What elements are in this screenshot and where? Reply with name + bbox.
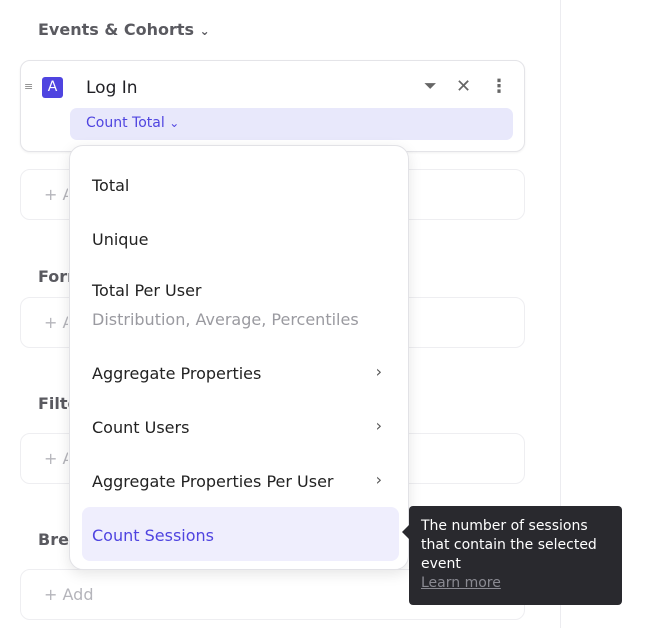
- section-formula: Formula: [38, 267, 69, 286]
- measure-menu: Total Unique Total Per User Distribution…: [69, 145, 409, 570]
- chevron-down-icon: ⌄: [169, 116, 180, 130]
- filter-icon[interactable]: ⏷: [424, 76, 437, 95]
- tooltip: The number of sessions that contain the …: [402, 506, 622, 605]
- chevron-right-icon: ›: [375, 416, 382, 435]
- chevron-down-icon: ⌄: [199, 24, 210, 38]
- menu-item-unique[interactable]: Unique: [92, 230, 149, 249]
- menu-item-total-per-user[interactable]: Total Per User: [92, 281, 202, 300]
- menu-item-count-users[interactable]: Count Users: [92, 418, 190, 437]
- drag-handle-icon[interactable]: ≡: [24, 80, 34, 93]
- menu-item-total[interactable]: Total: [92, 176, 130, 195]
- chevron-right-icon: ›: [375, 470, 382, 489]
- event-letter-badge: A: [42, 77, 63, 98]
- add-filter-button[interactable]: + Add: [44, 449, 68, 468]
- menu-item-aggregate-properties-per-user[interactable]: Aggregate Properties Per User: [92, 472, 334, 491]
- more-options-icon[interactable]: ⋮: [490, 76, 508, 97]
- close-icon[interactable]: ✕: [456, 76, 472, 97]
- panel-divider: [560, 0, 561, 628]
- section-filter: Filter: [38, 394, 69, 413]
- section-breakdown: Breakdown: [38, 530, 69, 549]
- menu-item-aggregate-properties[interactable]: Aggregate Properties: [92, 364, 262, 383]
- section-events-cohorts[interactable]: Events & Cohorts ⌄: [38, 20, 210, 39]
- menu-item-total-per-user-description: Distribution, Average, Percentiles: [92, 310, 359, 329]
- event-name[interactable]: Log In: [86, 78, 138, 98]
- learn-more-link[interactable]: Learn more: [421, 575, 501, 591]
- add-breakdown-button[interactable]: + Add: [44, 585, 94, 604]
- chevron-right-icon: ›: [375, 362, 382, 381]
- menu-item-highlight: [82, 507, 399, 561]
- add-formula-button[interactable]: + Add: [44, 313, 68, 332]
- tooltip-text: The number of sessions that contain the …: [421, 518, 597, 572]
- add-event-button[interactable]: + Add: [44, 185, 68, 204]
- measure-dropdown[interactable]: Count Total ⌄: [70, 108, 513, 140]
- menu-item-count-sessions[interactable]: Count Sessions: [92, 526, 214, 545]
